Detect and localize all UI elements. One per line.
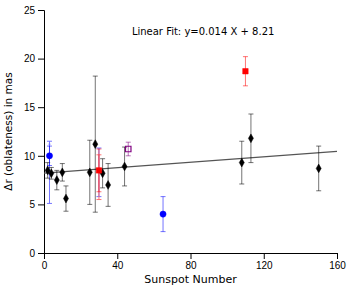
point	[54, 176, 59, 185]
error-bar	[47, 146, 52, 165]
plot-area: 0 40 80 120 160 0 5 10 15 20 25 Linear Fit: y=0.014…	[24, 5, 346, 271]
point	[239, 158, 244, 167]
point	[106, 181, 111, 190]
tick: 0	[42, 253, 48, 271]
point	[87, 168, 92, 177]
point	[49, 169, 54, 178]
error-bar	[161, 197, 166, 232]
tick-label: 160	[329, 260, 346, 271]
tick-label: 120	[256, 260, 273, 271]
error-bar	[54, 170, 59, 189]
tick: 40	[112, 253, 124, 271]
tick-label: 0	[42, 260, 48, 271]
chart: 0 40 80 120 160 0 5 10 15 20 25 Linear Fit: y=0.014…	[0, 0, 351, 289]
data-layer	[44, 57, 337, 232]
x-axis-title: Sunspot Number	[144, 273, 237, 286]
tick-label: 80	[185, 260, 197, 271]
point	[46, 153, 52, 159]
x-axis: 0 40 80 120 160	[42, 253, 347, 271]
y-axis-title: Δr (oblateness) in mas	[2, 72, 14, 190]
point	[60, 168, 65, 177]
title: Linear Fit: y=0.014 X + 8.21	[132, 26, 275, 37]
tick-mark	[38, 107, 44, 108]
tick-mark	[38, 253, 44, 254]
tick: 25	[24, 5, 44, 16]
point	[122, 162, 127, 171]
tick-label: 15	[24, 102, 36, 113]
y-axis: 0 5 10 15 20 25	[24, 5, 45, 259]
tick-mark	[38, 204, 44, 205]
tick: 10	[24, 151, 44, 162]
tick-label: 10	[24, 151, 36, 162]
tick: 0	[29, 248, 44, 259]
error-bar	[106, 164, 111, 207]
tick-label: 0	[29, 248, 35, 259]
point	[160, 211, 166, 217]
tick: 120	[256, 253, 273, 271]
tick-mark	[38, 156, 44, 157]
point	[316, 164, 321, 173]
tick: 5	[29, 199, 44, 210]
error-bar	[122, 147, 127, 186]
tick-mark	[264, 253, 265, 259]
tick-label: 25	[24, 5, 36, 16]
tick: 80	[185, 253, 197, 271]
point	[96, 168, 101, 173]
error-bar	[96, 149, 101, 192]
error-bar	[239, 141, 244, 184]
error-bar	[63, 186, 68, 211]
error-bar	[248, 114, 253, 163]
point	[125, 146, 130, 151]
error-bar	[126, 142, 131, 156]
tick-label: 20	[24, 53, 36, 64]
tick: 20	[24, 53, 44, 64]
error-bar	[87, 140, 92, 204]
axis-line	[38, 11, 45, 254]
point	[248, 134, 253, 143]
point	[63, 194, 68, 203]
point	[93, 140, 98, 149]
error-bar	[243, 57, 248, 86]
tick-mark	[117, 253, 118, 259]
axis-line	[45, 254, 338, 260]
tick: 160	[329, 253, 346, 271]
x-error-bar	[49, 144, 51, 145]
tick-mark	[38, 10, 44, 11]
tick-label: 5	[29, 199, 35, 210]
tick-mark	[191, 253, 192, 259]
error-bar	[60, 164, 65, 181]
tick: 15	[24, 102, 44, 113]
error-bar	[316, 146, 321, 191]
fit-line	[44, 151, 337, 173]
tick-mark	[337, 253, 338, 259]
point	[243, 68, 248, 73]
tick-mark	[38, 59, 44, 60]
tick-label: 40	[112, 260, 124, 271]
